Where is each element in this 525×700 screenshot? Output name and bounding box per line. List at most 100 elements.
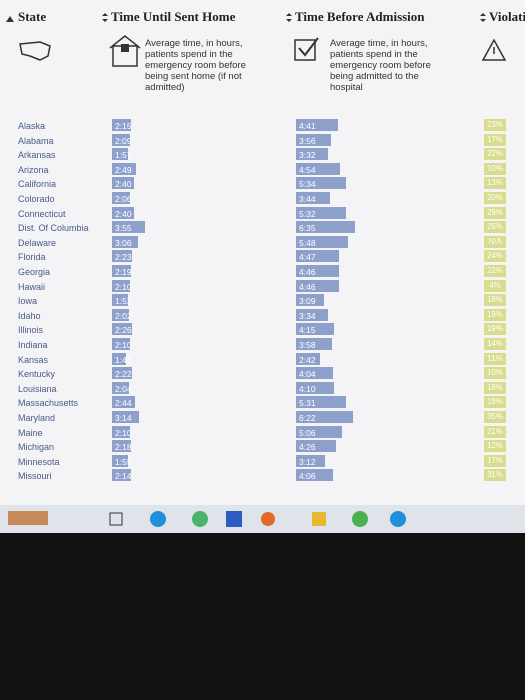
- time-value: 5:34: [299, 179, 316, 190]
- time-bar: [112, 294, 128, 307]
- time-value: 6:35: [299, 223, 316, 234]
- time-bar: [112, 323, 133, 336]
- table-row: Arizona 2:49 4:54 10%: [0, 162, 525, 177]
- time-value: 4:10: [299, 383, 316, 394]
- time-bar: [112, 440, 132, 453]
- time-bar: [296, 308, 329, 321]
- time-value: 2:40: [115, 179, 132, 190]
- violation-value: 17%: [484, 133, 506, 146]
- time-value: 3:14: [115, 413, 132, 423]
- time-value: 1:55: [115, 456, 132, 467]
- violation-value: 23%: [484, 119, 506, 131]
- taskbar-icons: [8, 511, 406, 527]
- column-header[interactable]: Time Until Sent Home: [111, 9, 236, 24]
- table-row: Georgia 2:19 4:46 22%: [0, 264, 525, 279]
- violation-value: 4%: [484, 279, 506, 292]
- time-value: 5:32: [299, 208, 316, 219]
- time-value: 1:52: [115, 296, 132, 307]
- time-value: 2:49: [115, 164, 132, 175]
- time-value: 3:55: [115, 223, 132, 234]
- violation-value: 29%: [484, 206, 506, 219]
- time-bar: [296, 381, 334, 394]
- state-name: Maryland: [18, 413, 56, 423]
- time-bar: [296, 162, 341, 175]
- state-name: Colorado: [18, 194, 55, 204]
- table-row: Louisiana 2:04 4:10 18%: [0, 381, 525, 396]
- time-value: 2:15: [115, 121, 132, 131]
- time-value: 4:26: [299, 442, 316, 453]
- time-value: 1:43: [115, 354, 132, 365]
- state-name: Arkansas: [18, 150, 56, 161]
- column-header[interactable]: State: [18, 9, 47, 24]
- violation-value: N/A: [484, 235, 506, 248]
- state-name: Connecticut: [18, 208, 66, 219]
- column-description: Average time, in hours, patients spend i…: [145, 38, 246, 93]
- violation-value: 22%: [484, 265, 506, 277]
- state-name: Alaska: [18, 121, 46, 131]
- table-row: Alaska 2:15 4:41 23%: [0, 118, 525, 133]
- time-bar: [112, 308, 130, 321]
- time-value: 3:34: [299, 310, 316, 321]
- state-name: Georgia: [18, 267, 51, 277]
- time-value: 2:02: [115, 310, 132, 321]
- table-row: Missouri 2:14 4:06 31%: [0, 468, 525, 483]
- state-name: Michigan: [18, 442, 55, 453]
- time-bar: [112, 381, 130, 394]
- column-header[interactable]: Violati: [489, 9, 525, 24]
- table-row: Kansas 1:43 2:42 11%: [0, 352, 525, 367]
- table-row: Alabama 2:09 3:56 17%: [0, 133, 525, 148]
- time-bar: [296, 250, 340, 263]
- time-value: 2:44: [115, 398, 132, 409]
- violation-value: 31%: [484, 469, 506, 482]
- time-value: 2:10: [115, 427, 132, 438]
- time-value: 3:06: [115, 237, 132, 248]
- time-value: 2:10: [115, 340, 132, 350]
- table-row: Illinois 2:26 4:15 19%: [0, 322, 525, 337]
- table-row: Connecticut 2:40 5:32 29%: [0, 206, 525, 221]
- violation-value: 12%: [484, 440, 506, 453]
- time-bar: [112, 425, 131, 438]
- state-name: Hawaii: [18, 281, 46, 292]
- time-bar: [112, 148, 129, 161]
- state-name: Kansas: [18, 354, 49, 365]
- time-value: 3:44: [299, 194, 316, 204]
- table-row: Florida 2:23 4:47 24%: [0, 249, 525, 264]
- time-value: 2:42: [299, 354, 316, 365]
- table-row: Maryland 3:14 6:22 35%: [0, 410, 525, 425]
- time-bar: [112, 133, 131, 146]
- table-row: Kentucky 2:22 4:04 10%: [0, 366, 525, 381]
- table-row: Minnesota 1:55 3:12 17%: [0, 454, 525, 469]
- time-bar: [296, 119, 339, 131]
- violation-value: 14%: [484, 338, 506, 350]
- time-value: 2:14: [115, 471, 132, 482]
- time-bar: [296, 425, 342, 438]
- time-bar: [296, 148, 328, 161]
- time-value: 3:32: [299, 150, 316, 161]
- violation-value: 13%: [484, 177, 506, 190]
- time-bar: [296, 192, 330, 204]
- time-value: 3:58: [299, 340, 316, 350]
- violation-value: 18%: [484, 381, 506, 394]
- violation-value: 24%: [484, 250, 506, 263]
- state-name: Delaware: [18, 237, 57, 248]
- time-value: 4:06: [299, 471, 316, 482]
- time-bar: [296, 440, 336, 453]
- time-bar: [296, 294, 325, 307]
- time-value: 2:09: [115, 135, 132, 146]
- state-name: Alabama: [18, 135, 54, 146]
- state-name: Minnesota: [18, 456, 60, 467]
- time-value: 4:46: [299, 281, 316, 292]
- violation-value: 35%: [484, 411, 506, 423]
- time-bar: [296, 133, 332, 146]
- column-header[interactable]: Time Before Admission: [295, 9, 425, 24]
- table-row: Iowa 1:52 3:09 18%: [0, 293, 525, 308]
- state-name: Kentucky: [18, 369, 56, 380]
- time-bar: [296, 338, 332, 350]
- violation-value: 19%: [484, 323, 506, 336]
- violation-value: 26%: [484, 221, 506, 234]
- table-row: Hawaii 2:10 4:46 4%: [0, 279, 525, 294]
- time-bar: [112, 265, 132, 277]
- table-row: Indiana 2:10 3:58 14%: [0, 337, 525, 352]
- state-name: Illinois: [18, 325, 44, 336]
